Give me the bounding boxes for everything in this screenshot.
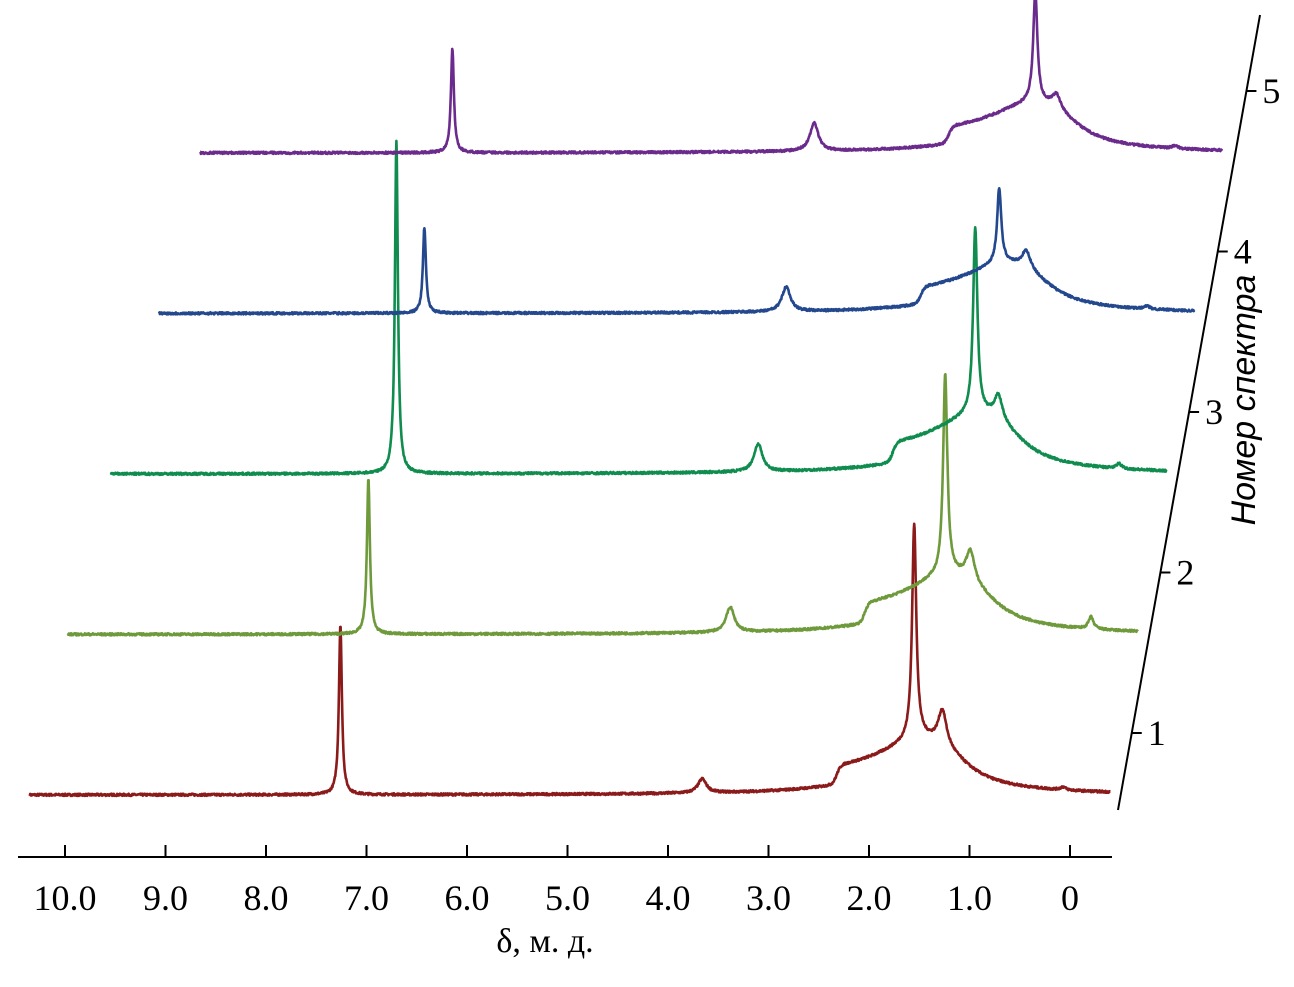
x-ticks: 10.0 9.0 8.0 7.0 6.0 5.0 4.0 3.0 2.0 1.0 0 — [34, 845, 1079, 918]
x-tick-label: 2.0 — [847, 878, 892, 918]
spectra-group — [28, 0, 1224, 798]
depth-ticks: 1 2 3 4 5 — [1131, 71, 1280, 753]
spectrum-4-line — [157, 187, 1196, 316]
spectrum-1-line — [28, 522, 1111, 798]
x-tick-label: 8.0 — [244, 878, 289, 918]
depth-tick-label: 3 — [1205, 392, 1223, 432]
x-tick-label: 3.0 — [746, 878, 791, 918]
spectrum-5-line — [199, 0, 1224, 156]
x-tick-label: 6.0 — [445, 878, 490, 918]
x-tick-label: 0 — [1061, 878, 1079, 918]
x-tick-label: 9.0 — [143, 878, 188, 918]
x-axis-title: δ, м. д. — [496, 923, 593, 960]
x-tick-label: 4.0 — [646, 878, 691, 918]
depth-tick-label: 5 — [1262, 71, 1280, 111]
spectrum-3-line — [109, 139, 1168, 477]
x-tick-label: 5.0 — [545, 878, 590, 918]
depth-axis-title: Номер спектра — [1225, 275, 1263, 526]
depth-tick-label: 1 — [1148, 713, 1166, 753]
depth-tick-label: 2 — [1176, 553, 1194, 593]
spectrum-2-line — [66, 372, 1139, 637]
depth-tick-label: 4 — [1234, 232, 1252, 272]
depth-axis-line — [1117, 14, 1261, 811]
x-tick-label: 7.0 — [344, 878, 389, 918]
x-tick-label: 1.0 — [947, 878, 992, 918]
x-tick-label: 10.0 — [34, 878, 97, 918]
